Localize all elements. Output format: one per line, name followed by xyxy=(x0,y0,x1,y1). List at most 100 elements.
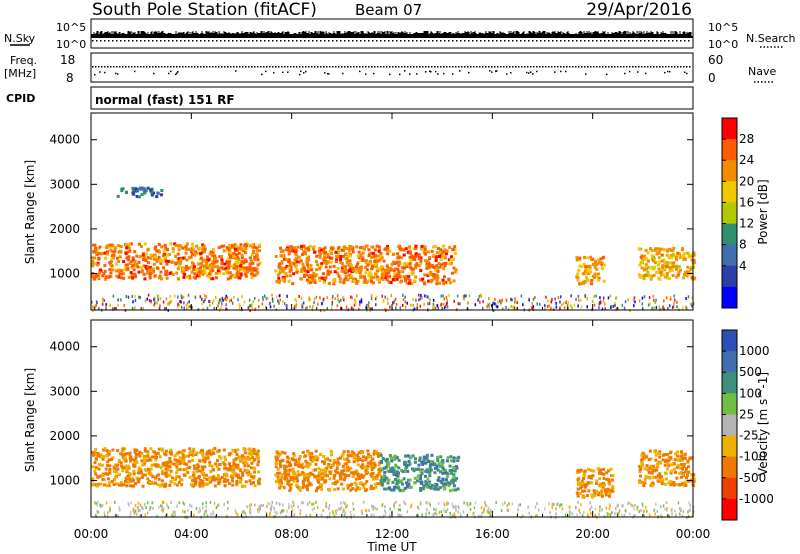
scatter-cell xyxy=(318,477,322,481)
nsearch-dot xyxy=(436,40,438,42)
scatter-cell xyxy=(279,479,282,482)
scatter-cell xyxy=(441,466,445,470)
scatter-cell xyxy=(200,264,204,268)
freq-dot xyxy=(452,66,454,68)
scatter-cell xyxy=(425,262,429,266)
scatter-cell xyxy=(226,257,230,261)
scatter-cell xyxy=(135,460,139,464)
scatter-cell xyxy=(205,452,209,456)
scatter-cell xyxy=(146,481,150,485)
freq-dot xyxy=(557,66,559,68)
scatter-cell xyxy=(407,482,411,486)
scatter-cell xyxy=(187,293,190,297)
scatter-cell xyxy=(146,297,148,301)
scatter-cell xyxy=(294,460,298,464)
scatter-cell xyxy=(480,294,483,298)
scatter-cell xyxy=(384,465,388,469)
nsearch-dot xyxy=(348,40,350,42)
scatter-cell xyxy=(665,452,669,456)
freq-dot xyxy=(101,66,103,68)
scatter-cell xyxy=(434,269,438,272)
freq-dot xyxy=(683,66,685,68)
scatter-cell xyxy=(244,247,248,250)
freq-dot xyxy=(440,66,442,68)
scatter-cell xyxy=(278,301,280,305)
scatter-cell xyxy=(577,294,580,298)
scatter-cell xyxy=(295,303,298,307)
scatter-cell xyxy=(301,485,305,489)
scatter-cell xyxy=(327,487,330,491)
freq-dot xyxy=(545,66,547,68)
scatter-cell xyxy=(323,255,326,259)
scatter-cell xyxy=(327,463,331,467)
scatter-cell xyxy=(381,270,384,274)
freq-dot xyxy=(647,66,649,68)
scatter-cell xyxy=(394,463,398,467)
nsearch-dot xyxy=(400,40,402,42)
scatter-cell xyxy=(377,249,381,253)
scatter-cell xyxy=(230,477,234,481)
scatter-cell xyxy=(203,247,207,251)
scatter-cell xyxy=(120,189,124,193)
scatter-cell xyxy=(99,268,102,272)
scatter-cell xyxy=(396,486,400,490)
scatter-cell xyxy=(451,502,453,506)
scatter-cell xyxy=(183,301,185,305)
scatter-cell xyxy=(580,305,583,309)
scatter-cell xyxy=(372,507,374,511)
scatter-cell xyxy=(155,258,159,262)
scatter-cell xyxy=(148,272,152,275)
scatter-cell xyxy=(179,478,182,482)
scatter-cell xyxy=(284,465,288,469)
scatter-cell xyxy=(203,300,205,304)
scatter-cell xyxy=(323,261,327,265)
freq-dot xyxy=(146,66,148,68)
scatter-cell xyxy=(293,472,297,476)
freq-dot xyxy=(224,66,226,68)
scatter-cell xyxy=(303,478,307,482)
scatter-cell xyxy=(185,242,189,246)
scatter-cell xyxy=(288,489,292,493)
freq-dot xyxy=(140,66,142,68)
scatter-cell xyxy=(483,507,485,511)
scatter-cell xyxy=(642,457,646,461)
scatter-cell xyxy=(175,452,179,456)
scatter-cell xyxy=(168,302,170,306)
scatter-cell xyxy=(322,251,326,255)
scatter-cell xyxy=(217,449,221,452)
scatter-cell xyxy=(180,300,182,304)
scatter-cell xyxy=(428,469,432,473)
scatter-cell xyxy=(116,463,120,467)
scatter-cell xyxy=(329,465,333,469)
scatter-cell xyxy=(545,295,547,299)
nsearch-dot xyxy=(216,40,218,42)
freq-dot xyxy=(500,66,502,68)
nsearch-dot xyxy=(120,40,122,42)
scatter-cell xyxy=(200,449,204,452)
scatter-cell xyxy=(386,469,390,473)
scatter-cell xyxy=(653,450,657,454)
scatter-cell xyxy=(293,307,296,311)
scatter-cell xyxy=(682,484,686,488)
scatter-cell xyxy=(685,467,688,470)
scatter-cell xyxy=(379,252,383,256)
scatter-cell xyxy=(194,482,198,486)
scatter-cell xyxy=(202,307,204,311)
scatter-cell xyxy=(310,268,314,272)
nsearch-dot xyxy=(356,40,358,42)
scatter-cell xyxy=(240,253,244,257)
scatter-cell xyxy=(436,478,440,482)
scatter-cell xyxy=(115,274,119,278)
scatter-cell xyxy=(235,465,238,469)
scatter-cell xyxy=(151,455,155,459)
scatter-cell xyxy=(348,247,352,251)
scatter-cell xyxy=(671,265,675,269)
scatter-cell xyxy=(389,456,393,460)
freq-dot xyxy=(404,66,406,68)
scatter-cell xyxy=(435,279,439,282)
scatter-cell xyxy=(104,256,108,260)
scatter-cell xyxy=(140,186,144,190)
scatter-cell xyxy=(285,460,289,464)
freq-dot xyxy=(521,66,523,68)
scatter-cell xyxy=(175,483,179,487)
